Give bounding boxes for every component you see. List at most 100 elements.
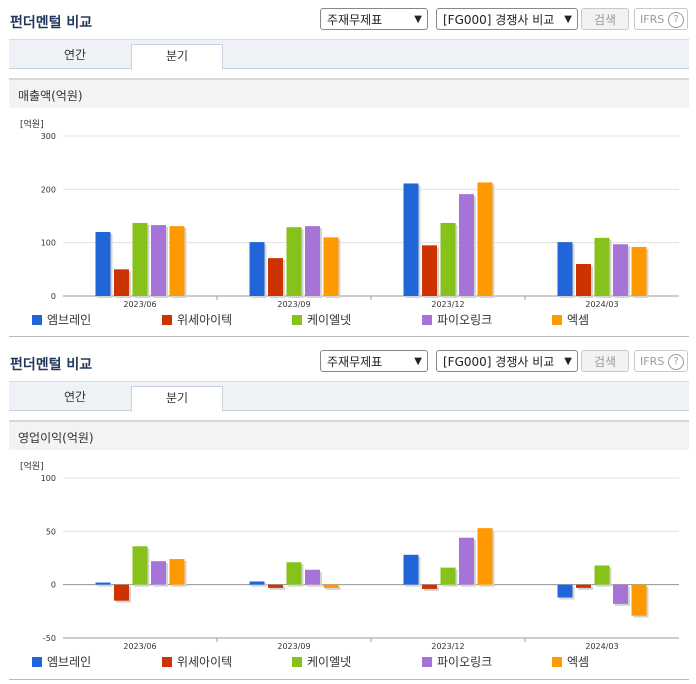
x-tick-label: 2023/12	[431, 642, 464, 651]
ifrs-label: IFRS	[640, 13, 665, 26]
compare-select[interactable]: [FG000] 경쟁사 비교 ▼	[436, 350, 578, 372]
tab-annual[interactable]: 연간	[63, 390, 87, 404]
bar	[440, 567, 456, 585]
bar	[268, 258, 283, 296]
y-tick-label: 100	[41, 239, 56, 248]
chevron-down-icon: ▼	[564, 356, 572, 367]
bar	[132, 222, 148, 296]
bar	[132, 546, 148, 585]
metric-header: 매출액(억원)	[9, 78, 689, 108]
bar	[477, 528, 493, 585]
x-tick-label: 2024/03	[585, 642, 618, 651]
y-tick-label: 200	[41, 185, 56, 194]
bar	[613, 584, 628, 604]
statement-select-value: 주재무제표	[327, 13, 383, 27]
statement-select[interactable]: 주재무제표 ▼	[320, 350, 428, 372]
tab-quarterly[interactable]: 분기	[131, 386, 223, 412]
bar	[613, 244, 628, 296]
bar	[323, 584, 339, 588]
x-tick-label: 2023/06	[123, 642, 156, 651]
divider	[9, 679, 689, 680]
legend-label: 파이오링크	[437, 313, 493, 327]
legend-label: 케이엘넷	[307, 313, 352, 327]
legend-label: 엑셈	[567, 655, 590, 669]
bar	[151, 561, 166, 585]
ifrs-button[interactable]: IFRS ?	[634, 350, 688, 372]
compare-select-value: [FG000] 경쟁사 비교	[443, 355, 555, 369]
y-unit-label: [억원]	[20, 462, 44, 472]
compare-select[interactable]: [FG000] 경쟁사 비교 ▼	[436, 8, 578, 30]
legend-swatch	[292, 315, 302, 325]
chevron-down-icon: ▼	[414, 356, 422, 367]
legend-label: 케이엘넷	[307, 655, 352, 669]
y-tick-label: 100	[41, 474, 56, 483]
metric-header: 영업이익(억원)	[9, 420, 689, 450]
legend-swatch	[162, 657, 172, 667]
legend-swatch	[162, 315, 172, 325]
bar	[305, 569, 320, 585]
help-icon[interactable]: ?	[668, 354, 684, 370]
panel-header: 펀더멘털 비교 주재무제표 ▼ [FG000] 경쟁사 비교 ▼ 검색 IFRS…	[0, 0, 696, 38]
help-icon[interactable]: ?	[668, 12, 684, 28]
legend-swatch	[422, 657, 432, 667]
legend-swatch	[552, 315, 562, 325]
y-tick-label: 0	[51, 292, 56, 301]
bar	[631, 246, 647, 296]
bar	[477, 182, 493, 296]
bar-shadow	[97, 584, 113, 587]
bar	[459, 194, 474, 296]
tab-annual[interactable]: 연간	[63, 48, 87, 62]
statement-select-value: 주재무제표	[327, 355, 383, 369]
legend-swatch	[552, 657, 562, 667]
legend-label: 위세아이텍	[177, 655, 233, 669]
bar	[323, 237, 339, 296]
x-tick-label: 2024/03	[585, 300, 618, 309]
legend-swatch	[32, 315, 42, 325]
panel-title: 펀더멘털 비교	[10, 357, 93, 373]
bar	[151, 225, 166, 296]
y-tick-label: -50	[43, 634, 56, 643]
compare-select-value: [FG000] 경쟁사 비교	[443, 13, 555, 27]
bar	[403, 554, 419, 585]
bar	[95, 582, 111, 585]
fundamental-panel-operating-profit: 펀더멘털 비교 주재무제표 ▼ [FG000] 경쟁사 비교 ▼ 검색 IFRS…	[0, 342, 696, 684]
bar	[169, 226, 185, 296]
legend-label: 위세아이텍	[177, 313, 233, 327]
bar	[305, 226, 320, 296]
bar	[422, 245, 437, 296]
bar	[114, 269, 129, 296]
legend-swatch	[32, 657, 42, 667]
x-tick-label: 2023/09	[277, 300, 310, 309]
revenue-bar-chart: 0 100 200 300 2023/06 2023/09 2023/12 2024/03	[41, 132, 679, 309]
bar	[440, 222, 456, 296]
bar	[557, 584, 573, 598]
chart-legend: 엠브레인 위세아이텍 케이엘넷 파이오링크 엑셈	[0, 313, 696, 329]
metric-title: 영업이익(억원)	[18, 431, 94, 445]
search-button[interactable]: 검색	[581, 8, 629, 30]
bar	[286, 562, 302, 585]
statement-select[interactable]: 주재무제표 ▼	[320, 8, 428, 30]
tab-quarterly[interactable]: 분기	[131, 44, 223, 70]
y-tick-label: 300	[41, 132, 56, 141]
bar	[459, 537, 474, 585]
chevron-down-icon: ▼	[414, 14, 422, 25]
bar-shadow	[251, 583, 267, 587]
search-button[interactable]: 검색	[581, 350, 629, 372]
bar-shadow	[325, 586, 341, 590]
bar	[169, 559, 185, 585]
bar	[576, 584, 591, 588]
ifrs-button[interactable]: IFRS ?	[634, 8, 688, 30]
legend-swatch	[292, 657, 302, 667]
y-tick-label: 0	[51, 581, 56, 590]
x-tick-label: 2023/12	[431, 300, 464, 309]
bar-shadow	[578, 586, 593, 590]
period-tabs: 연간 분기	[9, 39, 689, 70]
bar	[557, 242, 573, 296]
bar	[594, 237, 610, 296]
panel-header: 펀더멘털 비교 주재무제표 ▼ [FG000] 경쟁사 비교 ▼ 검색 IFRS…	[0, 342, 696, 380]
bar	[422, 584, 437, 589]
bar	[594, 565, 610, 585]
y-tick-label: 50	[46, 527, 56, 536]
metric-title: 매출액(억원)	[18, 89, 83, 103]
fundamental-panel-revenue: 펀더멘털 비교 주재무제표 ▼ [FG000] 경쟁사 비교 ▼ 검색 IFRS…	[0, 0, 696, 340]
